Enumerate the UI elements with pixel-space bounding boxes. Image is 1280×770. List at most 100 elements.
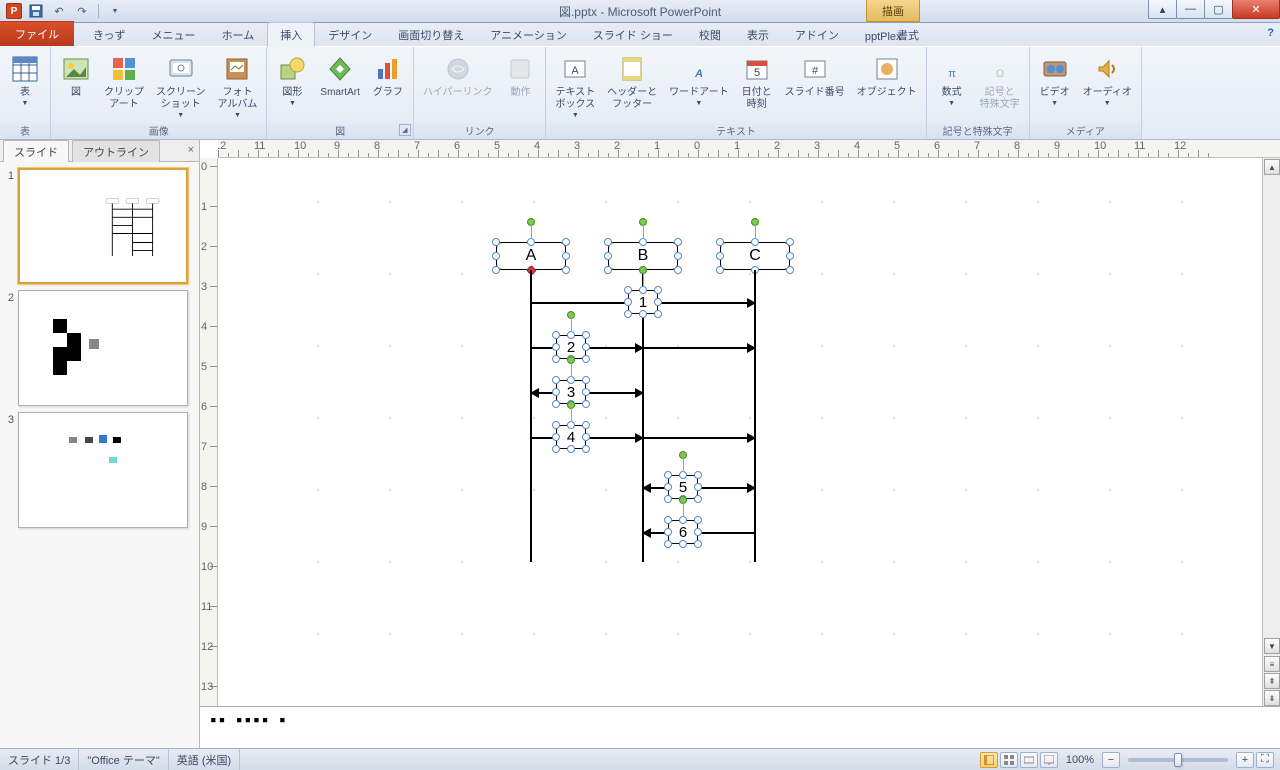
slide-thumbnail[interactable] <box>18 290 188 406</box>
selection-handle[interactable] <box>624 298 632 306</box>
selection-handle[interactable] <box>694 528 702 536</box>
wordart-button[interactable]: Aワードアート▼ <box>664 50 733 110</box>
tab-校閲[interactable]: 校閲 <box>686 22 734 46</box>
selection-handle[interactable] <box>562 238 570 246</box>
selection-handle[interactable] <box>604 266 612 274</box>
selection-handle[interactable] <box>654 286 662 294</box>
status-language[interactable]: 英語 (米国) <box>169 749 240 770</box>
selection-handle[interactable] <box>624 286 632 294</box>
selection-handle[interactable] <box>664 495 672 503</box>
prev-slide-button[interactable]: ⇞ <box>1264 673 1280 689</box>
view-normal-button[interactable] <box>980 752 998 768</box>
close-button[interactable]: ✕ <box>1232 0 1280 19</box>
selection-handle[interactable] <box>664 516 672 524</box>
selection-handle[interactable] <box>716 252 724 260</box>
selection-handle[interactable] <box>582 400 590 408</box>
tab-ホーム[interactable]: ホーム <box>209 22 268 46</box>
photoalbum-button[interactable]: フォトアルバム▼ <box>213 50 263 122</box>
table-button[interactable]: 表▼ <box>4 50 46 110</box>
video-button[interactable]: ビデオ▼ <box>1034 50 1076 110</box>
selection-handle[interactable] <box>679 516 687 524</box>
selection-handle[interactable] <box>552 388 560 396</box>
selection-handle[interactable] <box>786 238 794 246</box>
selection-handle[interactable] <box>639 310 647 318</box>
vertical-scrollbar[interactable]: ▲ ▼ ≡ ⇞ ⇟ <box>1262 158 1280 706</box>
selection-handle[interactable] <box>674 266 682 274</box>
selection-handle[interactable] <box>786 266 794 274</box>
notes-pane[interactable]: ▪▪ ▪▪▪▪ ▪ <box>200 706 1280 748</box>
selection-handle[interactable] <box>582 376 590 384</box>
ribbon-minimize-button[interactable]: ▴ <box>1148 0 1177 19</box>
selection-handle[interactable] <box>562 252 570 260</box>
view-sorter-button[interactable] <box>1000 752 1018 768</box>
selection-handle[interactable] <box>582 331 590 339</box>
tab-file[interactable]: ファイル <box>0 21 74 46</box>
selection-handle[interactable] <box>492 252 500 260</box>
selection-handle[interactable] <box>604 238 612 246</box>
undo-icon[interactable]: ↶ <box>50 2 68 20</box>
zoom-level[interactable]: 100% <box>1066 754 1094 766</box>
selection-handle[interactable] <box>582 445 590 453</box>
selection-handle[interactable] <box>552 400 560 408</box>
selection-handle[interactable] <box>527 238 535 246</box>
slidenumber-button[interactable]: #スライド番号 <box>780 50 850 102</box>
selection-handle[interactable] <box>654 310 662 318</box>
selection-handle[interactable] <box>751 238 759 246</box>
save-icon[interactable] <box>27 2 45 20</box>
selection-handle[interactable] <box>492 266 500 274</box>
tab-表示[interactable]: 表示 <box>734 22 782 46</box>
selection-handle[interactable] <box>674 252 682 260</box>
dialog-launcher-icon[interactable]: ◢ <box>399 124 411 136</box>
selection-handle[interactable] <box>674 238 682 246</box>
thumb-row[interactable]: 3 <box>4 412 195 528</box>
selection-handle[interactable] <box>567 421 575 429</box>
slide-canvas[interactable]: ABC123456 <box>218 158 1262 706</box>
zoom-out-button[interactable]: − <box>1102 752 1120 768</box>
tab-メニュー[interactable]: メニュー <box>139 22 209 46</box>
help-icon[interactable]: ? <box>1267 27 1274 39</box>
scroll-up-icon[interactable]: ▲ <box>1264 159 1280 175</box>
selection-handle[interactable] <box>582 421 590 429</box>
selection-handle[interactable] <box>552 445 560 453</box>
selection-handle[interactable] <box>552 355 560 363</box>
selection-handle[interactable] <box>567 376 575 384</box>
datetime-button[interactable]: 5日付と時刻 <box>736 50 778 114</box>
selection-handle[interactable] <box>604 252 612 260</box>
selection-handle[interactable] <box>552 433 560 441</box>
smartart-button[interactable]: SmartArt <box>315 50 364 102</box>
selection-handle[interactable] <box>552 331 560 339</box>
selection-handle[interactable] <box>694 471 702 479</box>
thumb-row[interactable]: 2 <box>4 290 195 406</box>
selection-handle[interactable] <box>694 495 702 503</box>
zoom-slider[interactable] <box>1128 758 1228 762</box>
message-arrow[interactable] <box>643 437 755 439</box>
tab-デザイン[interactable]: デザイン <box>315 22 385 46</box>
selection-handle[interactable] <box>552 376 560 384</box>
selection-handle[interactable] <box>664 528 672 536</box>
clipart-button[interactable]: クリップアート <box>99 50 149 114</box>
selection-handle[interactable] <box>567 445 575 453</box>
tab-format[interactable]: 書式 <box>884 22 932 46</box>
tab-挿入[interactable]: 挿入 <box>267 22 315 47</box>
selection-handle[interactable] <box>716 238 724 246</box>
tab-アニメーション[interactable]: アニメーション <box>477 22 580 46</box>
audio-button[interactable]: オーディオ▼ <box>1078 50 1137 110</box>
picture-button[interactable]: 図 <box>55 50 97 102</box>
tab-きっず[interactable]: きっず <box>80 22 139 46</box>
selection-handle[interactable] <box>664 540 672 548</box>
selection-handle[interactable] <box>552 343 560 351</box>
tab-スライド ショー[interactable]: スライド ショー <box>580 22 686 46</box>
selection-handle[interactable] <box>624 310 632 318</box>
selection-handle[interactable] <box>552 421 560 429</box>
selection-handle[interactable] <box>694 483 702 491</box>
view-reading-button[interactable] <box>1020 752 1038 768</box>
selection-handle[interactable] <box>567 331 575 339</box>
next-slide-button[interactable]: ⇟ <box>1264 690 1280 706</box>
chart-button[interactable]: グラフ <box>367 50 409 102</box>
screenshot-button[interactable]: スクリーンショット▼ <box>151 50 211 122</box>
minimize-button[interactable]: — <box>1176 0 1205 19</box>
textbox-button[interactable]: Aテキストボックス▼ <box>550 50 600 122</box>
selection-handle[interactable] <box>654 298 662 306</box>
lifeline[interactable] <box>530 270 532 562</box>
selection-handle[interactable] <box>582 433 590 441</box>
